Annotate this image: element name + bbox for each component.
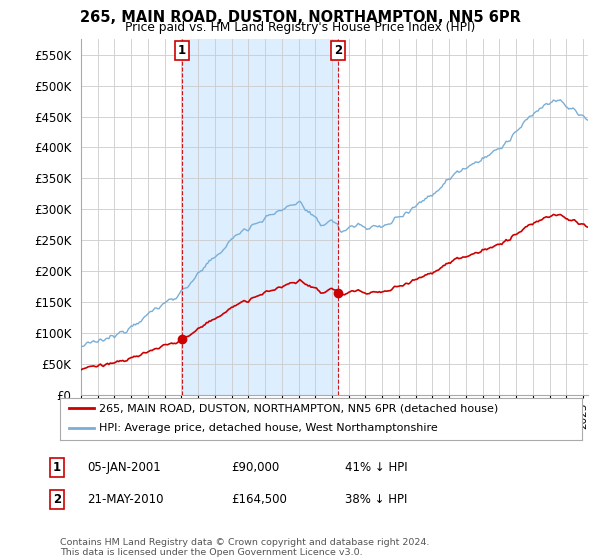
Text: 1: 1	[178, 44, 186, 57]
Text: Contains HM Land Registry data © Crown copyright and database right 2024.
This d: Contains HM Land Registry data © Crown c…	[60, 538, 430, 557]
Text: £90,000: £90,000	[231, 461, 279, 474]
Text: 41% ↓ HPI: 41% ↓ HPI	[345, 461, 407, 474]
Text: 265, MAIN ROAD, DUSTON, NORTHAMPTON, NN5 6PR (detached house): 265, MAIN ROAD, DUSTON, NORTHAMPTON, NN5…	[99, 403, 499, 413]
Text: 38% ↓ HPI: 38% ↓ HPI	[345, 493, 407, 506]
Text: 265, MAIN ROAD, DUSTON, NORTHAMPTON, NN5 6PR: 265, MAIN ROAD, DUSTON, NORTHAMPTON, NN5…	[80, 10, 520, 25]
Text: 05-JAN-2001: 05-JAN-2001	[87, 461, 161, 474]
Text: 1: 1	[53, 461, 61, 474]
Text: £164,500: £164,500	[231, 493, 287, 506]
Text: HPI: Average price, detached house, West Northamptonshire: HPI: Average price, detached house, West…	[99, 423, 438, 433]
Text: Price paid vs. HM Land Registry's House Price Index (HPI): Price paid vs. HM Land Registry's House …	[125, 21, 475, 34]
Bar	[182, 39, 338, 395]
Text: 21-MAY-2010: 21-MAY-2010	[87, 493, 163, 506]
Text: 2: 2	[53, 493, 61, 506]
Text: 2: 2	[334, 44, 343, 57]
